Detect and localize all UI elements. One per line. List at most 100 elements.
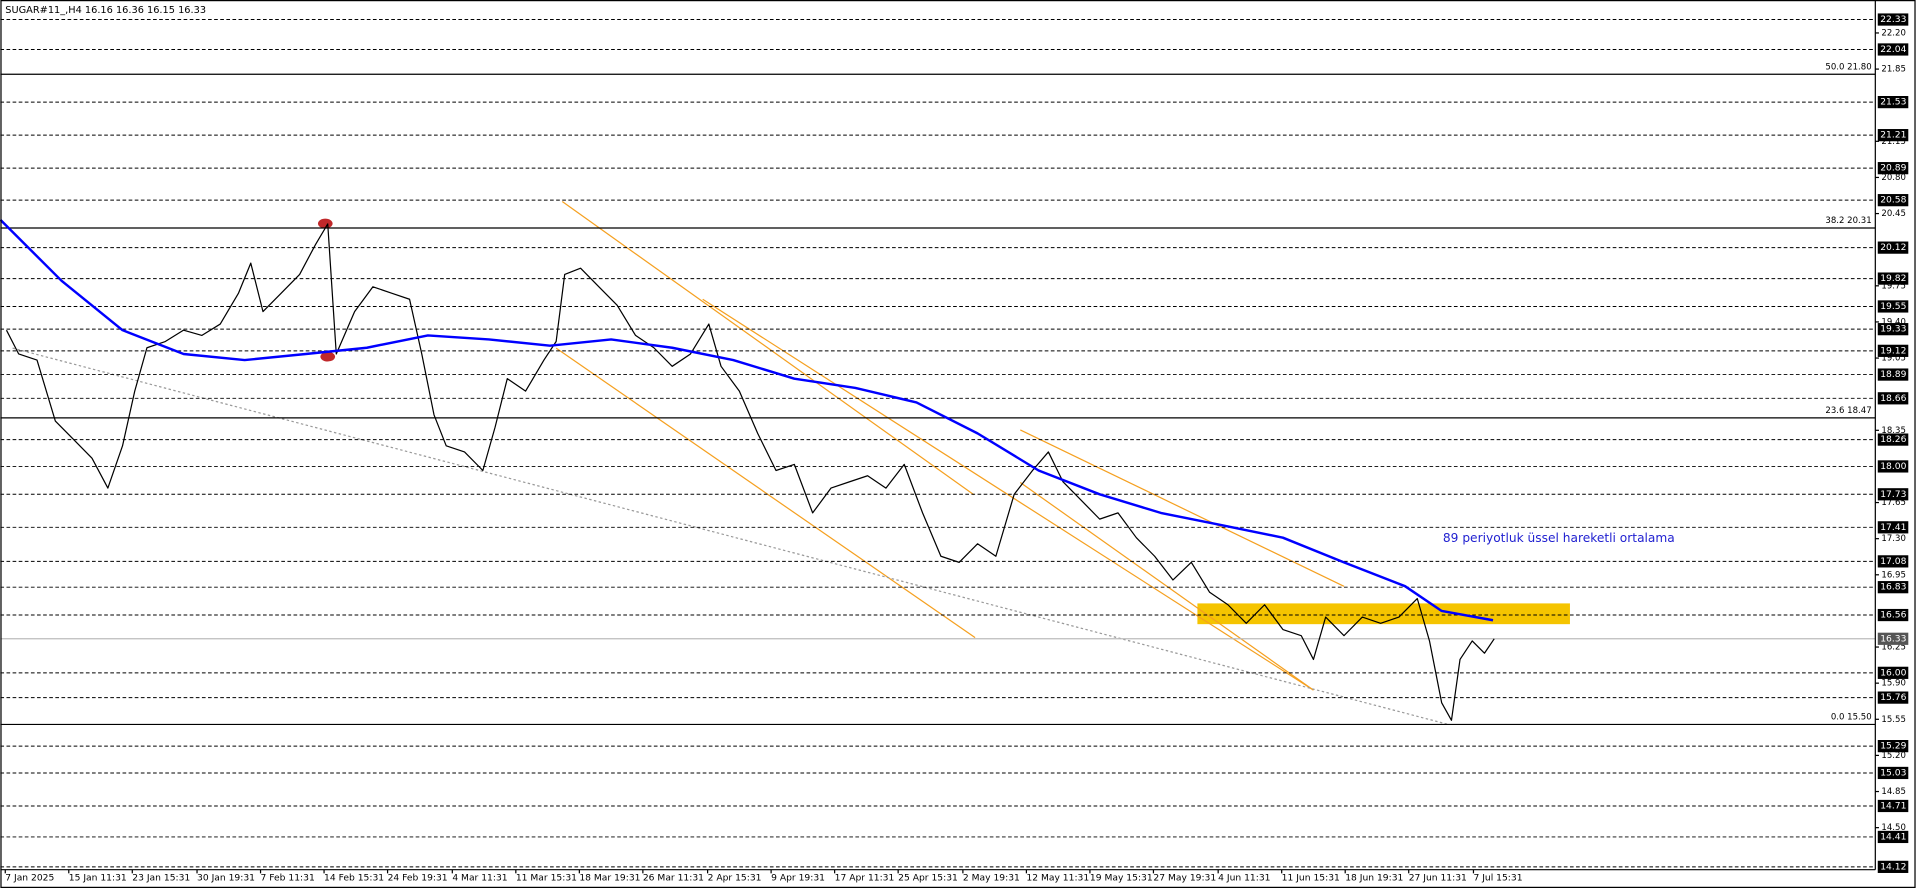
level-label: 19.82: [1880, 273, 1906, 284]
level-label: 14.12: [1880, 861, 1906, 872]
x-tick-label: 11 Jun 15:31: [1282, 873, 1340, 884]
level-label: 19.12: [1880, 345, 1906, 356]
x-tick-label: 23 Jan 15:31: [132, 873, 190, 884]
y-tick-label: 20.80: [1881, 173, 1905, 183]
annotation: 89 periyotluk üssel hareketli ortalama: [1443, 531, 1675, 545]
level-label: 20.58: [1880, 195, 1906, 206]
level-box: [1877, 740, 1909, 753]
fib-label: 50.0 21.80: [1825, 62, 1871, 72]
level-box: [1877, 272, 1909, 285]
y-tick-label: 16.95: [1881, 570, 1905, 580]
x-tick-label: 18 Jun 19:31: [1345, 873, 1403, 884]
marker: [320, 351, 336, 362]
trend-channel: [555, 201, 1345, 691]
chart-title: SUGAR#11_,H4 16.16 16.36 16.15 16.33: [5, 5, 206, 16]
y-tick-label: 17.30: [1881, 534, 1905, 544]
y-tick-label: 16.25: [1881, 643, 1905, 653]
trend-line: [12, 347, 1448, 725]
x-tick-label: 14 Feb 15:31: [324, 873, 384, 884]
level-label: 15.29: [1880, 741, 1906, 752]
level-label: 14.71: [1880, 800, 1906, 811]
level-label: 22.33: [1880, 14, 1906, 25]
level-label: 16.56: [1880, 610, 1906, 621]
y-tick-label: 21.85: [1881, 65, 1905, 75]
channel-line: [555, 347, 976, 639]
x-tick-label: 27 May 19:31: [1153, 873, 1216, 884]
level-box: [1877, 392, 1909, 405]
y-tick-label: 15.90: [1881, 679, 1905, 689]
level-box: [1877, 581, 1909, 594]
level-box: [1877, 323, 1909, 336]
y-tick-label: 14.50: [1881, 823, 1905, 833]
level-box: [1877, 194, 1909, 207]
level-label: 17.73: [1880, 489, 1906, 500]
level-label: 15.03: [1880, 767, 1906, 778]
level-box: [1877, 129, 1909, 142]
y-tick-label: 19.40: [1881, 317, 1905, 327]
markers: [317, 218, 336, 362]
level-box: [1877, 241, 1909, 254]
x-tick-label: 2 Apr 15:31: [708, 873, 762, 884]
y-tick-label: 20.45: [1881, 209, 1905, 219]
x-tick-label: 7 Jul 15:31: [1473, 873, 1522, 884]
level-box: [1877, 860, 1909, 873]
x-tick-label: 30 Jan 19:31: [197, 873, 255, 884]
fib-label: 38.2 20.31: [1825, 216, 1871, 226]
level-box: [1877, 300, 1909, 313]
price-line: [5, 223, 1495, 721]
level-label: 19.55: [1880, 301, 1906, 312]
y-tick-label: 19.05: [1881, 354, 1905, 364]
level-box: [1877, 691, 1909, 704]
fib-label: 23.6 18.47: [1825, 406, 1871, 416]
level-box: [1877, 96, 1909, 109]
level-box: [1877, 555, 1909, 568]
fib-label: 0.0 15.50: [1831, 713, 1872, 723]
level-label: 18.26: [1880, 434, 1906, 445]
last-price-label: 16.33: [1880, 633, 1906, 644]
x-tick-label: 27 Jun 11:31: [1409, 873, 1467, 884]
channel-line: [561, 201, 975, 496]
level-box: [1877, 433, 1909, 446]
level-box: [1877, 368, 1909, 381]
y-tick-label: 15.55: [1881, 715, 1905, 725]
x-tick-label: 4 Jun 11:31: [1218, 873, 1270, 884]
level-label: 18.66: [1880, 393, 1906, 404]
level-label: 17.08: [1880, 556, 1906, 567]
x-tick-label: 26 Mar 11:31: [643, 873, 704, 884]
x-tick-label: 11 Mar 15:31: [516, 873, 577, 884]
level-label: 20.12: [1880, 242, 1906, 253]
grid: 22.20 21.85 21.15 20.80 20.45 19.75 19.40 19.05…: [0, 13, 1909, 884]
x-tick-label: 15 Jan 11:31: [69, 873, 127, 884]
level-label: 17.41: [1880, 522, 1906, 533]
marker: [317, 218, 333, 229]
x-tick-label: 25 Apr 15:31: [898, 873, 958, 884]
moving-average-line: [0, 218, 1494, 622]
y-tick-label: 14.85: [1881, 787, 1905, 797]
level-label: 22.04: [1880, 44, 1906, 55]
level-box: [1877, 162, 1909, 175]
level-box: [1877, 43, 1909, 56]
level-label: 21.53: [1880, 97, 1906, 108]
level-label: 14.41: [1880, 831, 1906, 842]
plot: [0, 218, 1495, 721]
level-box: [1877, 521, 1909, 534]
level-box: [1877, 766, 1909, 780]
x-tick-label: 7 Jan 2025: [5, 873, 54, 884]
y-tick-label: 21.15: [1881, 137, 1905, 147]
x-tick-label: 19 May 15:31: [1090, 873, 1153, 884]
level-box: [1877, 799, 1909, 813]
level-box: [1877, 488, 1909, 501]
channel-line: [1020, 429, 1345, 587]
level-box: [1877, 460, 1909, 473]
x-tick-label: 24 Feb 19:31: [388, 873, 448, 884]
level-box: [1877, 344, 1909, 357]
y-tick-label: 22.20: [1881, 28, 1905, 38]
support-zone: [1197, 603, 1570, 625]
level-box: [1877, 13, 1909, 26]
level-box: [1877, 666, 1909, 679]
x-tick-label: 9 Apr 19:31: [771, 873, 825, 884]
y-tick-label: 18.35: [1881, 426, 1905, 436]
level-label: 15.76: [1880, 692, 1906, 703]
